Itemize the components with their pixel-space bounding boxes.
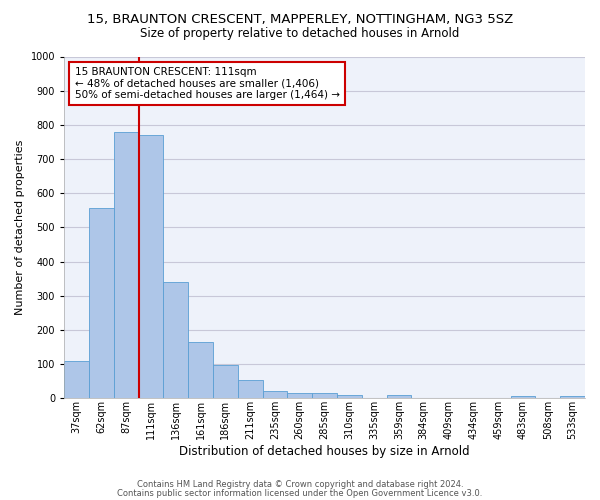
Bar [89, 208, 113, 398]
Bar [163, 282, 188, 398]
Bar [263, 392, 287, 398]
Text: 15, BRAUNTON CRESCENT, MAPPERLEY, NOTTINGHAM, NG3 5SZ: 15, BRAUNTON CRESCENT, MAPPERLEY, NOTTIN… [87, 12, 513, 26]
Bar [113, 132, 139, 398]
Bar [188, 342, 213, 398]
Y-axis label: Number of detached properties: Number of detached properties [15, 140, 25, 315]
Bar [139, 135, 163, 398]
Bar [287, 394, 312, 398]
Bar [213, 364, 238, 398]
Text: Contains HM Land Registry data © Crown copyright and database right 2024.: Contains HM Land Registry data © Crown c… [137, 480, 463, 489]
Bar [337, 395, 362, 398]
Text: Size of property relative to detached houses in Arnold: Size of property relative to detached ho… [140, 28, 460, 40]
Bar [511, 396, 535, 398]
Bar [560, 396, 585, 398]
Text: 15 BRAUNTON CRESCENT: 111sqm
← 48% of detached houses are smaller (1,406)
50% of: 15 BRAUNTON CRESCENT: 111sqm ← 48% of de… [74, 67, 340, 100]
Text: Contains public sector information licensed under the Open Government Licence v3: Contains public sector information licen… [118, 489, 482, 498]
Bar [312, 394, 337, 398]
Bar [238, 380, 263, 398]
Bar [386, 395, 412, 398]
Bar [64, 360, 89, 398]
X-axis label: Distribution of detached houses by size in Arnold: Distribution of detached houses by size … [179, 444, 470, 458]
